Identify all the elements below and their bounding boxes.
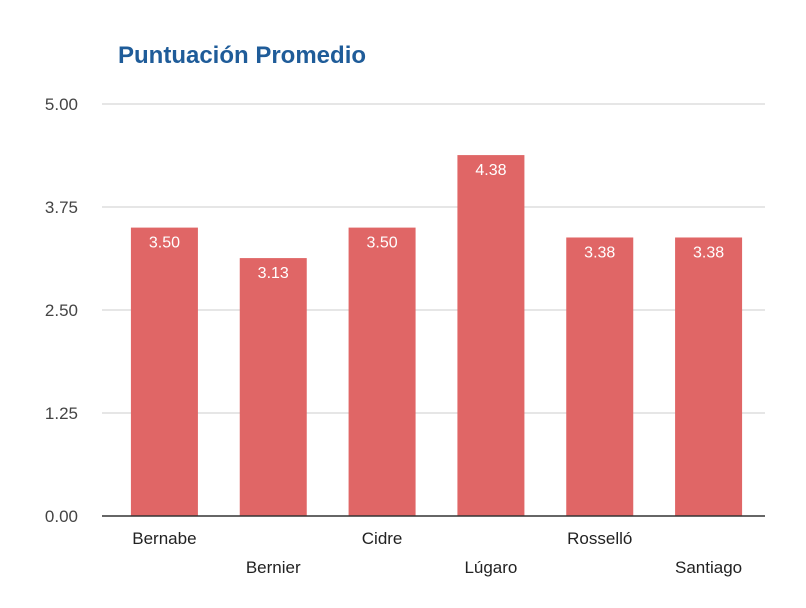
y-tick-label: 5.00: [45, 95, 78, 114]
data-label: 3.50: [367, 235, 398, 252]
x-tick-label: Rosselló: [567, 529, 632, 548]
data-label: 3.38: [693, 244, 724, 261]
data-label: 3.13: [258, 265, 289, 282]
y-tick-label: 0.00: [45, 507, 78, 526]
y-tick-label: 2.50: [45, 301, 78, 320]
bar: [130, 227, 198, 516]
bar: [239, 258, 307, 516]
y-tick-label: 3.75: [45, 198, 78, 217]
x-tick-label: Cidre: [362, 529, 403, 548]
data-label: 4.38: [475, 162, 506, 179]
x-tick-label: Santiago: [675, 558, 742, 577]
chart-title: Puntuación Promedio: [118, 42, 367, 69]
bar: [348, 227, 416, 516]
bar: [457, 155, 525, 516]
x-tick-label: Lúgaro: [464, 558, 517, 577]
bar: [675, 237, 743, 516]
data-label: 3.38: [584, 244, 615, 261]
data-label: 3.50: [149, 235, 180, 252]
y-tick-label: 1.25: [45, 404, 78, 423]
bar: [566, 237, 634, 516]
x-tick-label: Bernabe: [132, 529, 196, 548]
x-tick-label: Bernier: [246, 558, 301, 577]
